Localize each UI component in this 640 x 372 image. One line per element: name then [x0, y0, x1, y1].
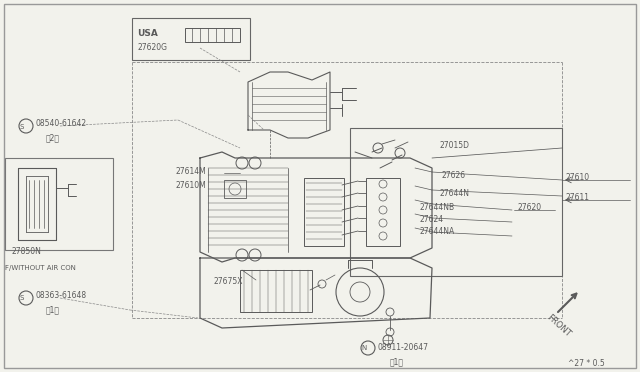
Text: N: N	[362, 345, 367, 351]
Text: 08363-61648: 08363-61648	[36, 292, 87, 301]
Bar	[240, 270, 312, 312]
Text: 08911-20647: 08911-20647	[378, 343, 429, 353]
Text: 27614M: 27614M	[176, 167, 207, 176]
Text: （1）: （1）	[390, 357, 404, 366]
Text: 27644NA: 27644NA	[420, 228, 455, 237]
Text: 27624: 27624	[420, 215, 444, 224]
Text: S: S	[20, 295, 24, 301]
Bar	[304, 178, 344, 246]
Text: 27675X: 27675X	[214, 278, 243, 286]
Bar	[350, 128, 562, 276]
Text: 27610M: 27610M	[176, 182, 207, 190]
Text: F/WITHOUT AIR CON: F/WITHOUT AIR CON	[5, 265, 76, 271]
Text: 27644N: 27644N	[440, 189, 470, 198]
Text: FRONT: FRONT	[545, 312, 572, 339]
Text: ^27 * 0.5: ^27 * 0.5	[568, 359, 605, 369]
Bar	[185, 28, 240, 42]
Text: （2）: （2）	[46, 134, 60, 142]
Bar	[366, 178, 400, 246]
Bar	[224, 180, 246, 198]
Text: 27850N: 27850N	[12, 247, 42, 257]
Text: 27644NB: 27644NB	[420, 203, 455, 212]
Text: 27620G: 27620G	[137, 42, 167, 51]
Text: 27626: 27626	[442, 171, 466, 180]
Bar	[5, 158, 113, 250]
Bar	[132, 18, 250, 60]
Text: 08540-61642: 08540-61642	[36, 119, 87, 128]
Text: 27611: 27611	[565, 193, 589, 202]
Text: 27620: 27620	[517, 203, 541, 212]
Text: 27610: 27610	[565, 173, 589, 183]
Text: S: S	[20, 124, 24, 130]
Text: USA: USA	[137, 29, 158, 38]
Text: 27015D: 27015D	[440, 141, 470, 151]
Text: （1）: （1）	[46, 305, 60, 314]
